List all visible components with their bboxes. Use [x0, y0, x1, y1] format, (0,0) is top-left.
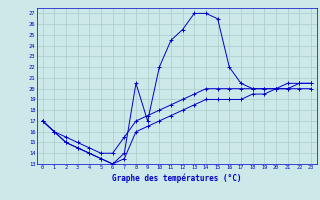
- X-axis label: Graphe des températures (°C): Graphe des températures (°C): [112, 173, 242, 183]
